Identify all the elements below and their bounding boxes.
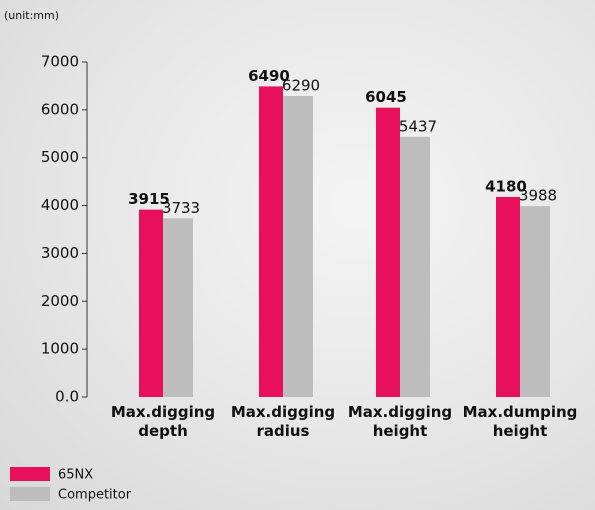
bar [163,218,193,397]
y-tick-label: 2000 [41,292,79,310]
x-tick-label: Max.dumping height [462,403,578,440]
y-tick-label: 7000 [41,53,79,71]
legend-label: 65NX [58,468,93,483]
bar [400,136,430,397]
bar [496,196,520,397]
legend-swatch [10,467,50,481]
bar [376,107,400,397]
value-label: 3733 [162,199,200,217]
y-tick-label: 0.0 [55,388,79,406]
value-label: 3915 [128,190,170,208]
x-tick-label: Max.digging height [347,403,453,440]
value-label: 5437 [399,117,437,135]
value-label: 4180 [485,177,527,195]
unit-label: (unit:mm) [4,9,59,22]
y-tick-label: 1000 [41,340,79,358]
value-label: 3988 [519,187,557,205]
bar [259,86,283,398]
bar [520,206,550,397]
value-label: 6290 [282,76,320,94]
bar [139,209,163,397]
y-tick-label: 5000 [41,148,79,166]
y-tick-label: 4000 [41,196,79,214]
y-tick-label: 6000 [41,100,79,118]
legend-label: Competitor [58,488,132,503]
value-label: 6490 [248,67,290,85]
x-tick-label: Max.digging radius [230,403,336,440]
legend-swatch [10,487,50,501]
bar [283,95,313,397]
y-tick-label: 3000 [41,244,79,262]
value-label: 6045 [365,88,407,106]
x-tick-label: Max.digging depth [110,403,216,440]
